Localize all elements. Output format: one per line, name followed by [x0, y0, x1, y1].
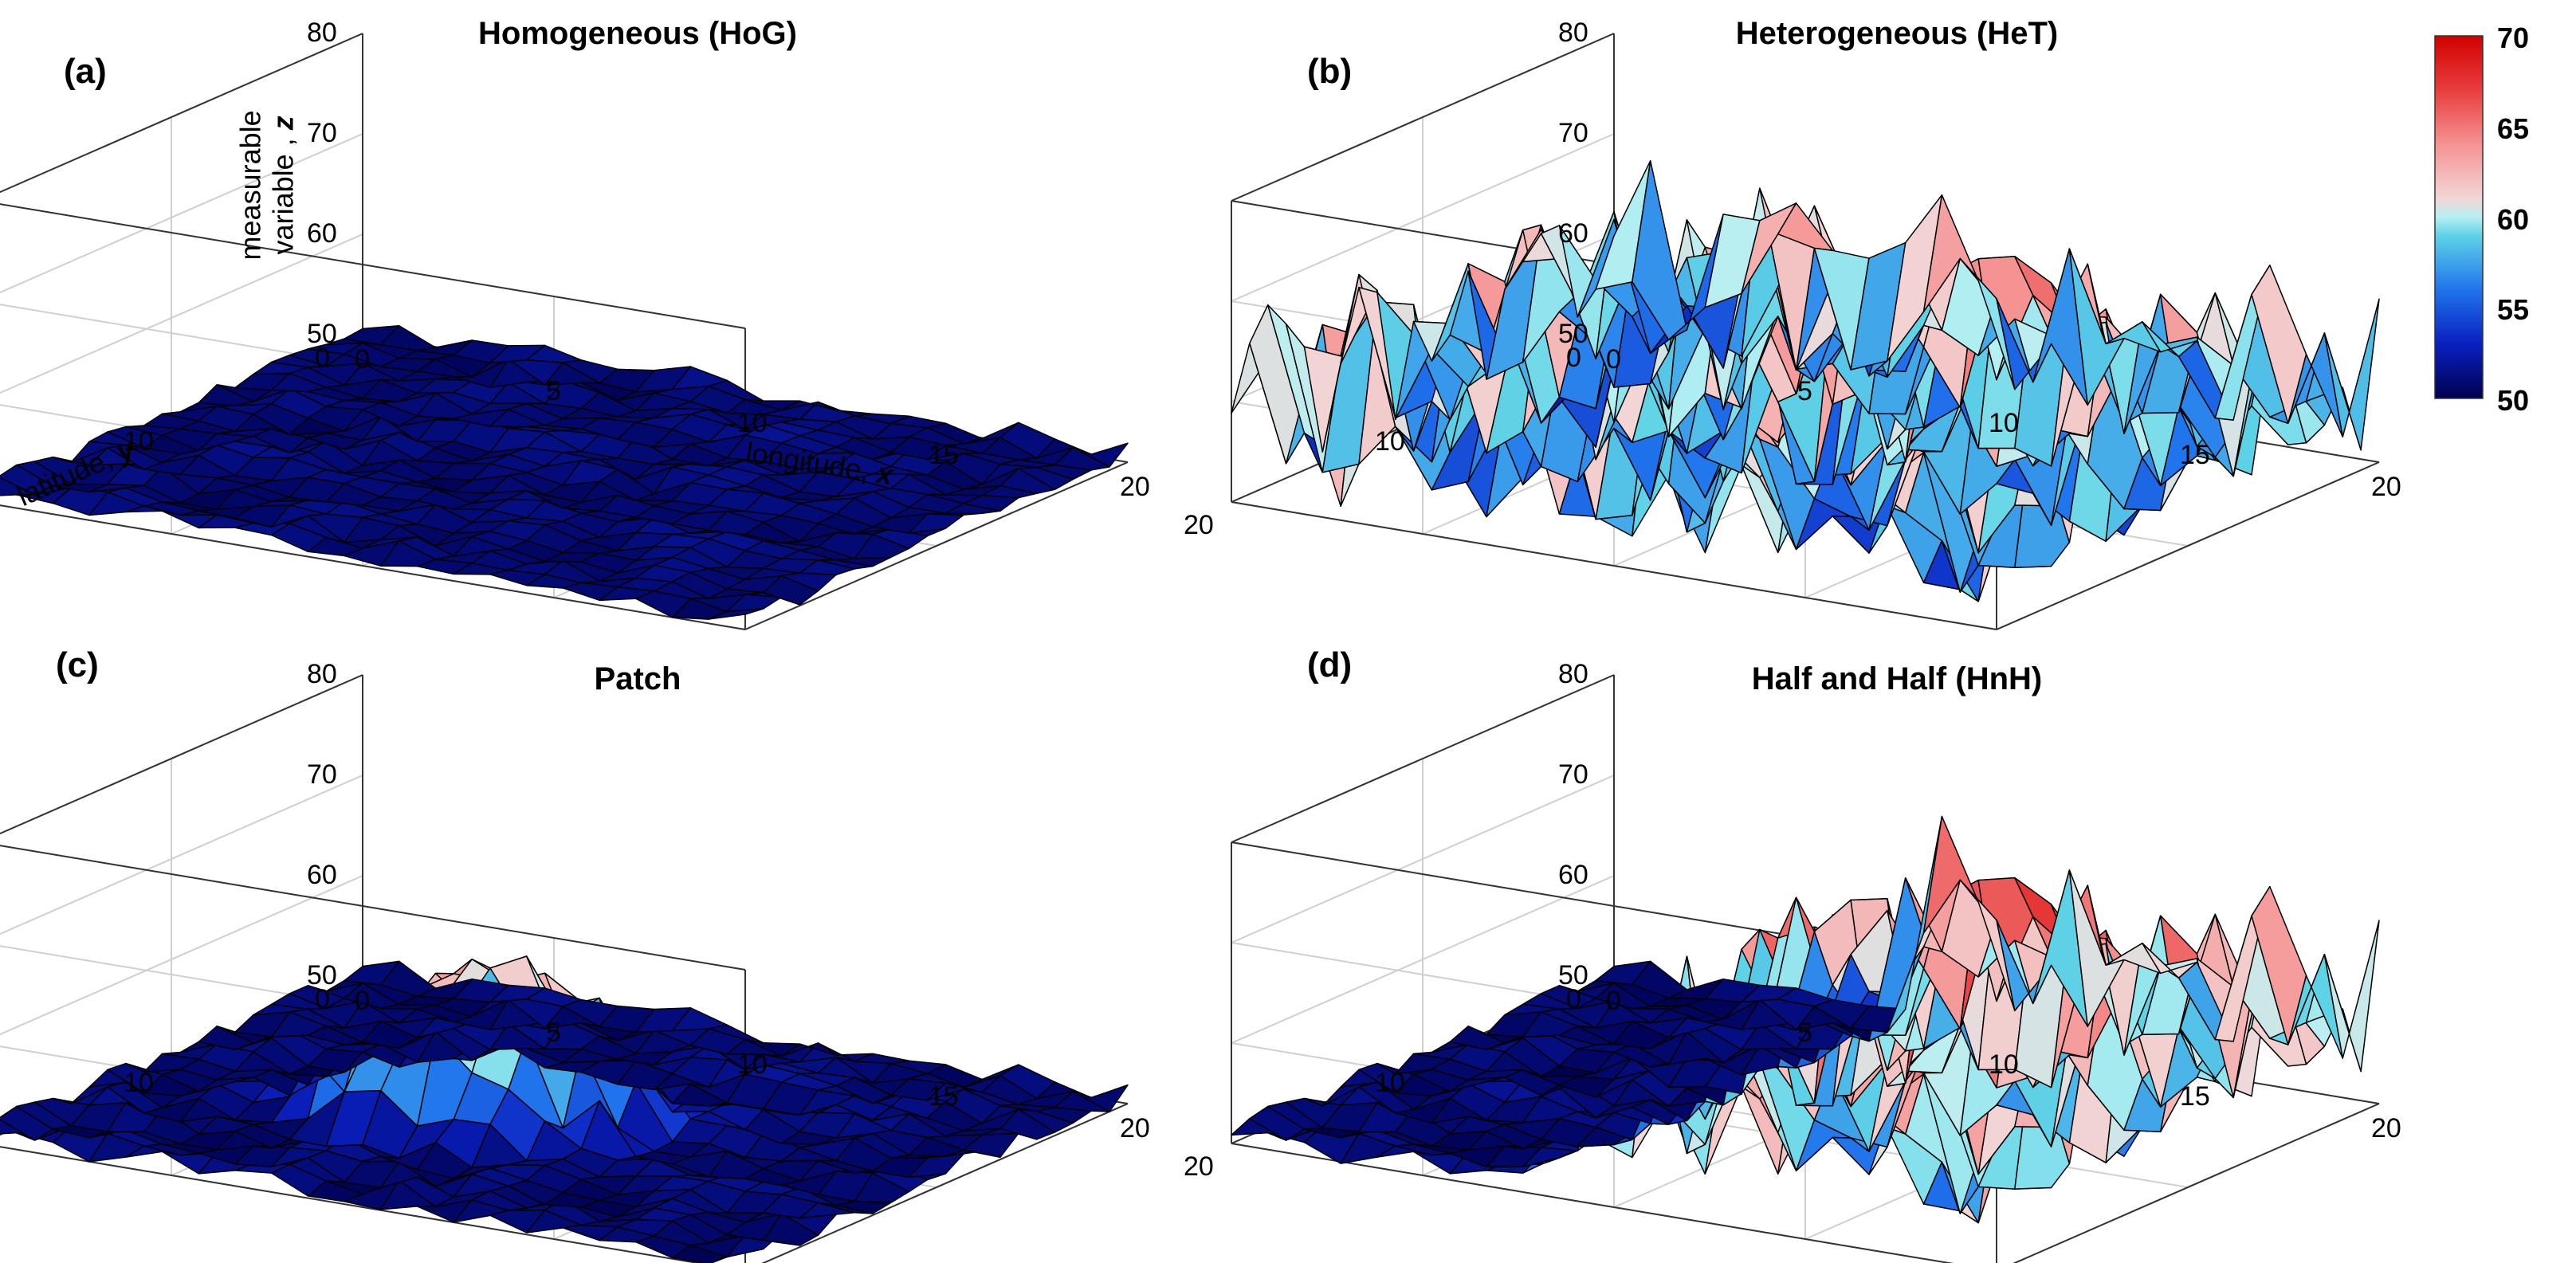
ytick-b-20: 20	[1184, 510, 1214, 541]
ytick-b-0: 0	[1566, 343, 1581, 374]
panel-label-d: (d)	[1307, 645, 1352, 685]
xtick-b-20: 20	[2371, 472, 2401, 503]
ztick-c-80: 80	[307, 659, 337, 690]
ztick-a-70: 70	[307, 118, 337, 149]
ytick-b-10: 10	[1375, 426, 1405, 457]
xtick-d-10: 10	[1989, 1049, 2019, 1081]
xtick-c-15: 15	[929, 1081, 959, 1112]
panel-title-a: Homogeneous (HoG)	[478, 16, 797, 52]
xtick-a-15: 15	[929, 440, 959, 471]
xtick-c-20: 20	[1120, 1113, 1150, 1144]
xtick-d-5: 5	[1797, 1018, 1812, 1049]
ytick-d-10: 10	[1375, 1068, 1405, 1099]
xtick-d-20: 20	[2371, 1113, 2401, 1144]
xtick-d-15: 15	[2180, 1081, 2210, 1112]
colorbar-tick-70: 70	[2497, 22, 2529, 55]
xtick-c-0: 0	[355, 986, 370, 1017]
xtick-c-10: 10	[737, 1049, 768, 1081]
xtick-a-0: 0	[355, 344, 370, 375]
ytick-a-0: 0	[315, 343, 330, 374]
ytick-d-0: 0	[1566, 984, 1581, 1015]
ztick-b-60: 60	[1558, 218, 1588, 249]
zlabel-a: measurablevariable , z	[234, 73, 300, 296]
ztick-d-80: 80	[1558, 659, 1588, 690]
xtick-a-20: 20	[1120, 472, 1150, 503]
ztick-c-70: 70	[307, 759, 337, 790]
colorbar-tick-50: 50	[2497, 384, 2529, 418]
xtick-b-0: 0	[1606, 344, 1621, 375]
ztick-b-70: 70	[1558, 118, 1588, 149]
xtick-c-5: 5	[546, 1018, 561, 1049]
ztick-b-80: 80	[1558, 18, 1588, 49]
ytick-c-10: 10	[124, 1068, 154, 1099]
panel-title-d: Half and Half (HnH)	[1752, 661, 2042, 697]
xtick-a-5: 5	[546, 376, 561, 407]
xtick-b-5: 5	[1797, 376, 1812, 407]
panel-label-c: (c)	[56, 645, 99, 685]
colorbar	[2435, 36, 2484, 400]
colorbar-tick-60: 60	[2497, 203, 2529, 237]
panel-label-a: (a)	[64, 52, 107, 92]
figure-root: (a)(b)(c)(d)Homogeneous (HoG)50607080051…	[0, 0, 2576, 1263]
panel-title-b: Heterogeneous (HeT)	[1736, 16, 2059, 52]
ztick-a-80: 80	[307, 18, 337, 49]
xtick-d-0: 0	[1606, 986, 1621, 1017]
ztick-d-60: 60	[1558, 860, 1588, 891]
ztick-c-60: 60	[307, 860, 337, 891]
colorbar-tick-55: 55	[2497, 293, 2529, 327]
xtick-a-10: 10	[737, 408, 768, 439]
colorbar-tick-65: 65	[2497, 112, 2529, 146]
ztick-d-70: 70	[1558, 759, 1588, 790]
xtick-b-15: 15	[2180, 440, 2210, 471]
ztick-a-60: 60	[307, 218, 337, 249]
xtick-b-10: 10	[1989, 408, 2019, 439]
panel-label-b: (b)	[1307, 52, 1352, 92]
panel-title-c: Patch	[595, 661, 681, 697]
ytick-d-20: 20	[1184, 1151, 1214, 1183]
ytick-c-0: 0	[315, 984, 330, 1015]
